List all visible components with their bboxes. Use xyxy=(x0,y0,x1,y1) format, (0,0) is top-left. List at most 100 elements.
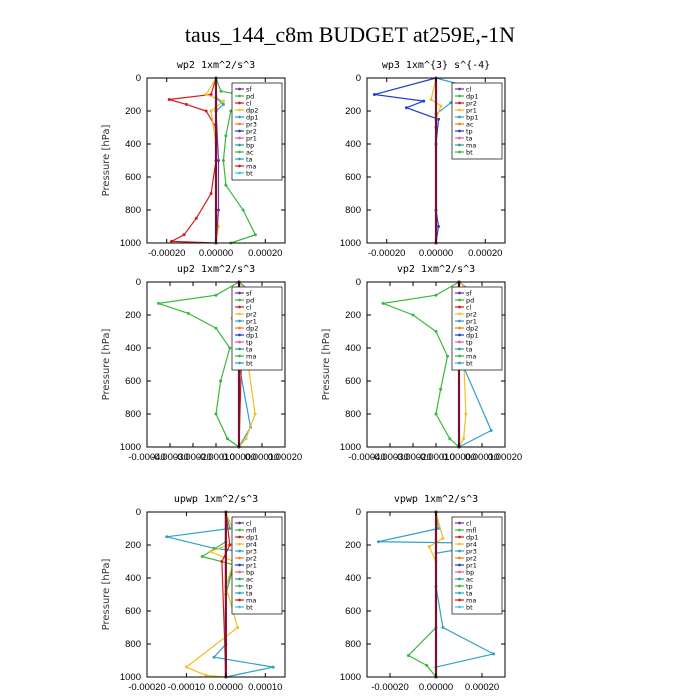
figure-title: taus_144_c8m BUDGET at259E,-1N xyxy=(185,22,515,47)
series-point-pd-3 xyxy=(186,311,190,315)
legend-marker xyxy=(238,605,241,609)
series-point-pd-2 xyxy=(157,301,160,305)
series-point-tp-2 xyxy=(449,101,453,105)
legend-marker xyxy=(458,291,461,295)
legend-marker xyxy=(238,171,241,175)
legend-marker xyxy=(238,535,241,539)
legend-marker xyxy=(458,605,461,609)
series-point-dp1-7 xyxy=(437,225,440,228)
panel-title: upwp 1xm^2/s^3 xyxy=(174,494,258,505)
series-point-tp-1 xyxy=(436,527,440,530)
y-tick-label: 600 xyxy=(345,172,361,183)
legend-entry: dp1 xyxy=(246,331,258,339)
series-point-cl-10 xyxy=(170,239,174,243)
series-point-pd-8 xyxy=(226,437,229,441)
series-point-cl-4 xyxy=(204,109,208,113)
legend-entry: ta xyxy=(466,345,473,353)
legend-entry: cl xyxy=(246,303,252,311)
legend-entry: ma xyxy=(246,162,256,170)
chart-panel-5: upwp 1xm^2/s^3 Pressure [hPa] 0 200 400 600 80… xyxy=(101,494,286,693)
legend-entry: pr2 xyxy=(246,127,257,135)
legend-marker xyxy=(458,150,461,154)
x-tick-label: -0.00020 xyxy=(368,248,406,259)
series-point-tp-1 xyxy=(228,527,232,530)
series-point-pd-7 xyxy=(434,412,438,416)
y-tick-label: 200 xyxy=(125,310,141,321)
series-point-tp-9 xyxy=(271,665,275,669)
series-point-pr1-5 xyxy=(253,412,257,416)
legend-marker xyxy=(458,361,461,365)
legend-entry: ac xyxy=(246,575,254,583)
legend-entry: tp xyxy=(466,582,473,590)
panels: wp2 1xm^2/s^3 Pressure [hPa] 0 200 400 600 800… xyxy=(101,60,522,693)
legend-marker xyxy=(458,591,461,595)
legend-marker xyxy=(458,333,461,337)
legend-marker xyxy=(238,521,241,525)
legend-entry: ta xyxy=(246,345,253,353)
legend-marker xyxy=(458,136,461,140)
legend-entry: pr2 xyxy=(246,554,257,562)
y-tick-label: 400 xyxy=(125,343,141,354)
legend-entry: ma xyxy=(246,596,256,604)
legend-marker xyxy=(238,129,241,133)
legend-entry: tp xyxy=(246,338,253,346)
legend-entry: cl xyxy=(246,519,252,527)
y-tick-label: 200 xyxy=(345,310,361,321)
legend-marker xyxy=(458,87,461,91)
y-tick-label: 1000 xyxy=(120,442,141,453)
panel-title: vp2 1xm^2/s^3 xyxy=(397,264,475,275)
legend-marker xyxy=(458,570,461,574)
legend-entry: dp1 xyxy=(246,533,258,541)
legend-entry: tp xyxy=(466,338,473,346)
legend-entry: pr2 xyxy=(466,99,477,107)
series-point-dp1-3 xyxy=(404,106,408,110)
series-point-pr1-2 xyxy=(221,99,225,103)
legend-entry: tp xyxy=(246,582,253,590)
x-tick-label: -0.00010 xyxy=(168,682,206,693)
y-tick-label: 1000 xyxy=(120,238,141,249)
x-tick-label: 0.00000 xyxy=(199,248,233,259)
y-tick-label: 400 xyxy=(345,573,361,584)
x-tick-label: 0.00000 xyxy=(442,452,476,463)
series-point-tp-8 xyxy=(212,655,216,659)
legend-marker xyxy=(458,101,461,105)
legend-entry: ac xyxy=(466,575,474,583)
legend-entry: pr1 xyxy=(466,561,477,569)
series-point-tp-6 xyxy=(441,626,445,629)
legend-marker xyxy=(238,115,241,119)
x-tick-label: -0.00020 xyxy=(128,682,166,693)
y-tick-label: 800 xyxy=(345,205,361,216)
legend-entry: pd xyxy=(246,92,254,100)
legend-entry: bt xyxy=(466,603,473,611)
legend-marker xyxy=(458,556,461,560)
series-point-pd-7 xyxy=(214,412,218,416)
x-tick-label: 0.00010 xyxy=(248,682,282,693)
series-point-ac-4 xyxy=(224,134,228,138)
legend-entry: bt xyxy=(246,603,253,611)
legend-marker xyxy=(458,354,461,358)
series-point-tp-2 xyxy=(377,540,380,544)
series-point-dp1-2 xyxy=(422,99,426,103)
y-tick-label: 600 xyxy=(125,376,141,387)
series-point-dp1-5 xyxy=(489,429,493,432)
legend-entry: pr4 xyxy=(466,540,477,548)
x-tick-label: -0.00020 xyxy=(174,452,212,463)
legend-entry: bt xyxy=(466,148,473,156)
series-point-pr1-4 xyxy=(464,412,468,416)
y-axis-label: Pressure [hPa] xyxy=(321,329,332,401)
legend-entry: cl xyxy=(466,519,472,527)
x-tick-label: 0.00020 xyxy=(468,248,502,259)
legend-marker xyxy=(458,305,461,309)
legend-marker xyxy=(238,542,241,546)
legend-marker xyxy=(458,584,461,588)
legend-entry: pr4 xyxy=(246,540,257,548)
legend-marker xyxy=(238,563,241,567)
legend-marker xyxy=(458,528,461,532)
legend-marker xyxy=(458,115,461,119)
legend-marker xyxy=(238,291,241,295)
series-point-ac-3 xyxy=(229,109,233,113)
legend-entry: cl xyxy=(466,85,472,93)
series-point-bt-2 xyxy=(217,159,220,162)
series-point-pd-8 xyxy=(448,437,452,441)
x-tick-label: -0.00020 xyxy=(394,452,432,463)
